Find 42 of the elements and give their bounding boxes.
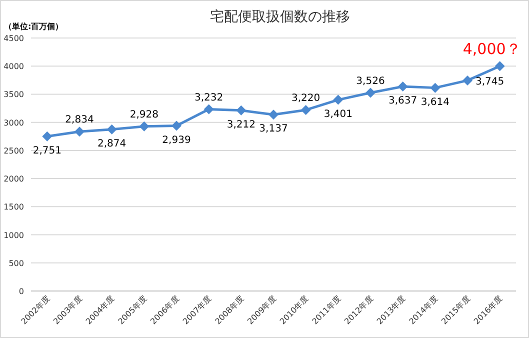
point (172, 120, 182, 131)
y-tick-label: 2000 (4, 174, 24, 184)
data-label: 3,526 (356, 76, 385, 87)
point (398, 82, 408, 92)
data-label: 3,232 (194, 92, 224, 104)
annotation: 4,000？ (462, 40, 521, 58)
point (430, 82, 440, 93)
point (366, 88, 376, 98)
point (236, 105, 246, 116)
y-tick-label: 2500 (4, 146, 24, 156)
data-label: 3,220 (292, 92, 320, 104)
y-tick-label: 3500 (4, 90, 24, 100)
point (74, 126, 84, 137)
chart-title: 宅配便取扱個数の推移 (210, 9, 350, 25)
y-tick-label: 1500 (4, 202, 24, 212)
data-label: 3,401 (324, 108, 352, 120)
y-tick-label: 4000 (4, 62, 24, 72)
point (139, 121, 150, 132)
point (300, 104, 311, 115)
data-label: 2,874 (98, 138, 126, 150)
point (268, 110, 278, 120)
y-axis-title: （単位:百万個） (4, 22, 64, 31)
point (494, 61, 505, 72)
point (462, 75, 472, 86)
data-label: 3,212 (226, 119, 256, 130)
data-label: 2,751 (32, 145, 62, 156)
point (42, 131, 52, 142)
data-label: 2,939 (162, 134, 191, 146)
y-tick-label: 3000 (4, 118, 24, 128)
data-label: 3,745 (476, 76, 504, 88)
data-label: 3,637 (388, 96, 418, 107)
data-label: 2,834 (65, 114, 94, 126)
y-tick-label: 4500 (4, 34, 24, 43)
data-label: 3,614 (420, 96, 450, 108)
y-tick-label: 1000 (4, 230, 24, 240)
point (106, 124, 117, 134)
y-tick-label: 500 (8, 258, 24, 268)
data-label: 3,137 (259, 124, 288, 135)
point (204, 104, 214, 114)
data-label: 2,928 (130, 109, 158, 120)
point (333, 94, 344, 105)
y-tick-label: 0 (18, 287, 24, 296)
